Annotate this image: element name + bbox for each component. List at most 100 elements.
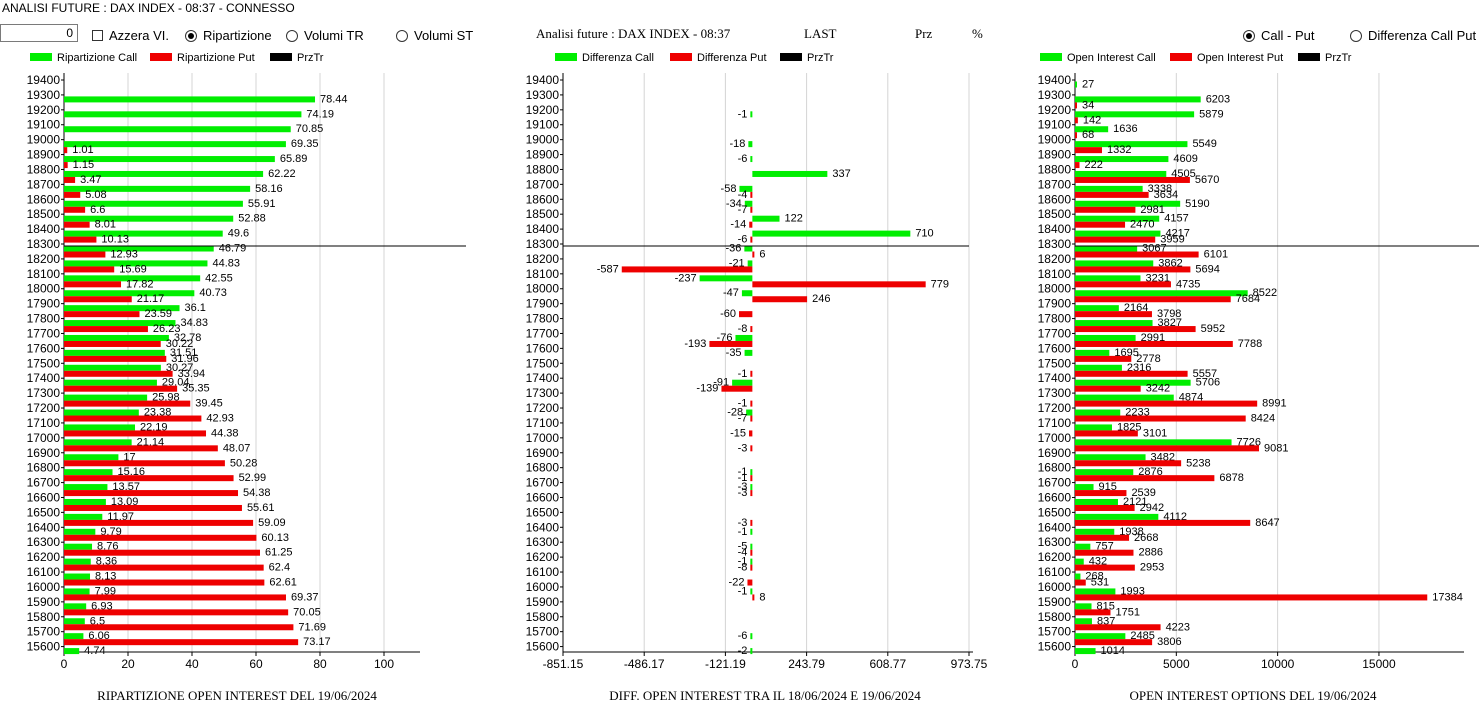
put-bar <box>1075 370 1188 377</box>
number-input[interactable]: 0 <box>0 24 78 42</box>
y-tick-label: 19000 <box>1038 133 1072 147</box>
volumi-tr-radio[interactable]: Volumi TR <box>286 28 364 43</box>
y-tick-label: 17200 <box>27 401 61 415</box>
call-bar <box>64 364 161 371</box>
put-bar <box>750 191 753 198</box>
put-bar <box>752 296 808 303</box>
radio-icon[interactable] <box>1350 29 1362 42</box>
radio-selected-icon[interactable] <box>185 29 197 42</box>
y-tick-label: 16600 <box>1038 490 1072 504</box>
radio-icon[interactable] <box>286 29 298 42</box>
call-bar <box>64 633 84 640</box>
put-bar <box>1075 206 1136 213</box>
data-label: 3338 <box>1148 183 1172 195</box>
y-tick-label: 17800 <box>1038 312 1072 326</box>
data-label: 68 <box>1082 129 1094 141</box>
radio-selected-icon[interactable] <box>1243 29 1255 42</box>
checkbox-box[interactable] <box>92 30 103 41</box>
call-bar <box>64 320 176 327</box>
put-bar <box>64 236 97 243</box>
call-bar <box>1075 394 1174 401</box>
data-label: 3806 <box>1157 636 1181 648</box>
y-tick-label: 16500 <box>1038 505 1072 519</box>
call-bar <box>64 349 165 356</box>
put-bar <box>64 311 140 318</box>
y-tick-label: 16800 <box>1038 461 1072 475</box>
legend-label: Open Interest Call <box>1067 52 1156 64</box>
data-label: 62.61 <box>269 577 297 589</box>
put-bar <box>750 445 753 452</box>
legend-label: PrzTr <box>297 52 324 64</box>
ripartizione-radio[interactable]: Ripartizione <box>185 28 272 43</box>
y-tick-label: 17000 <box>27 431 61 445</box>
put-bar <box>1075 385 1141 392</box>
call-bar <box>1075 618 1092 625</box>
put-bar <box>750 326 753 333</box>
put-bar <box>1075 251 1199 258</box>
legend-swatch <box>780 53 802 61</box>
data-label: -237 <box>675 272 697 284</box>
call-bar <box>64 469 113 476</box>
diffcall-radio[interactable]: Differenza Call Put <box>1350 28 1476 43</box>
put-bar <box>1075 102 1077 109</box>
call-bar <box>744 245 753 252</box>
data-label: 49.6 <box>228 228 249 240</box>
put-bar <box>721 385 753 392</box>
y-tick-label: 18500 <box>526 207 560 221</box>
put-bar <box>1075 132 1077 139</box>
data-label: -6 <box>738 234 748 246</box>
put-bar <box>64 534 257 541</box>
data-label: 21.17 <box>137 293 165 305</box>
call-bar <box>1075 648 1096 655</box>
call-bar <box>64 588 90 595</box>
y-tick-label: 19100 <box>526 118 560 132</box>
put-bar <box>1075 176 1190 183</box>
pct-label: % <box>972 26 983 41</box>
put-bar <box>64 221 90 228</box>
data-label: 1.01 <box>72 144 93 156</box>
put-bar <box>752 594 755 601</box>
data-label: -6 <box>738 153 748 165</box>
y-tick-label: 17600 <box>1038 341 1072 355</box>
data-label: 2981 <box>1140 204 1164 216</box>
data-label: -58 <box>721 183 737 195</box>
data-label: -3 <box>738 517 748 529</box>
put-bar <box>1075 355 1132 362</box>
callput-radio[interactable]: Call - Put <box>1243 28 1314 43</box>
put-bar <box>750 564 753 571</box>
legend-swatch <box>1298 53 1320 61</box>
data-label: 3.47 <box>80 174 101 186</box>
call-bar <box>746 409 753 416</box>
data-label: 73.17 <box>303 636 331 648</box>
call-bar <box>1075 96 1201 103</box>
y-tick-label: 17800 <box>27 312 61 326</box>
y-tick-label: 17500 <box>1038 356 1072 370</box>
call-bar <box>1075 409 1121 416</box>
call-bar <box>64 305 180 312</box>
put-bar <box>750 236 753 243</box>
call-bar <box>64 394 148 401</box>
data-label: 3798 <box>1157 308 1181 320</box>
y-tick-label: 16000 <box>27 580 61 594</box>
call-bar <box>1075 185 1143 192</box>
data-label: 69.35 <box>291 138 319 150</box>
put-bar <box>1075 281 1171 288</box>
data-label: 35.35 <box>182 383 210 395</box>
data-label: 268 <box>1085 571 1103 583</box>
data-label: 4.74 <box>84 645 105 657</box>
call-bar <box>1075 543 1091 550</box>
data-label: -7 <box>738 204 748 216</box>
data-label: 6203 <box>1206 93 1230 105</box>
x-tick-label: 80 <box>313 657 327 671</box>
azzera-checkbox[interactable]: Azzera VI. <box>92 28 169 43</box>
radio-icon[interactable] <box>396 29 408 42</box>
put-bar <box>64 549 260 556</box>
volumi-st-radio[interactable]: Volumi ST <box>396 28 473 43</box>
call-bar <box>64 111 302 118</box>
put-bar <box>1075 296 1231 303</box>
data-label: -1 <box>738 108 748 120</box>
call-bar <box>1075 439 1232 446</box>
call-bar <box>1075 245 1138 252</box>
data-label: 4735 <box>1176 278 1200 290</box>
legend-swatch <box>270 53 292 61</box>
